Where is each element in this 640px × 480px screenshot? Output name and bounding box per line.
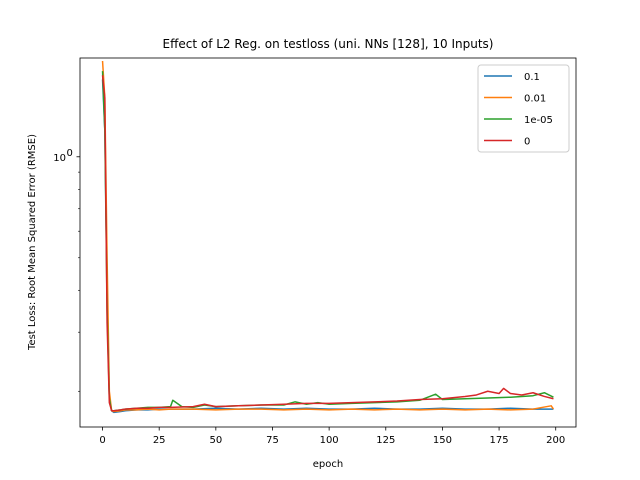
x-tick-label: 25 xyxy=(153,435,166,446)
y-axis: 10 0 xyxy=(53,148,80,392)
x-tick-label: 200 xyxy=(546,435,565,446)
x-tick-label: 50 xyxy=(209,435,222,446)
series-layer xyxy=(101,60,555,414)
legend-frame xyxy=(477,64,570,153)
y-tick-label: 10 xyxy=(53,153,66,164)
legend-label-2: 1e-05 xyxy=(524,115,553,126)
x-axis-label: epoch xyxy=(313,459,343,470)
plot-frame xyxy=(79,57,577,428)
y-axis-label: Test Loss: Root Mean Squared Error (RMSE… xyxy=(27,134,38,351)
x-axis: 0 25 50 75 100 125 150 175 200 xyxy=(99,427,565,446)
x-tick-label: 0 xyxy=(99,435,105,446)
chart-title: Effect of L2 Reg. on testloss (uni. NNs … xyxy=(163,37,494,51)
x-tick-label: 125 xyxy=(376,435,395,446)
x-tick-label: 150 xyxy=(433,435,452,446)
x-tick-label: 175 xyxy=(490,435,509,446)
legend-label-1: 0.01 xyxy=(524,94,546,105)
x-tick-label: 75 xyxy=(266,435,279,446)
x-tick-label: 100 xyxy=(320,435,339,446)
legend-label-0: 0.1 xyxy=(524,72,540,83)
series-line-3 xyxy=(101,75,554,412)
legend-label-3: 0 xyxy=(524,137,530,148)
legend: 0.1 0.01 1e-05 0 xyxy=(477,64,570,153)
y-tick-label-exponent: 0 xyxy=(67,148,73,159)
